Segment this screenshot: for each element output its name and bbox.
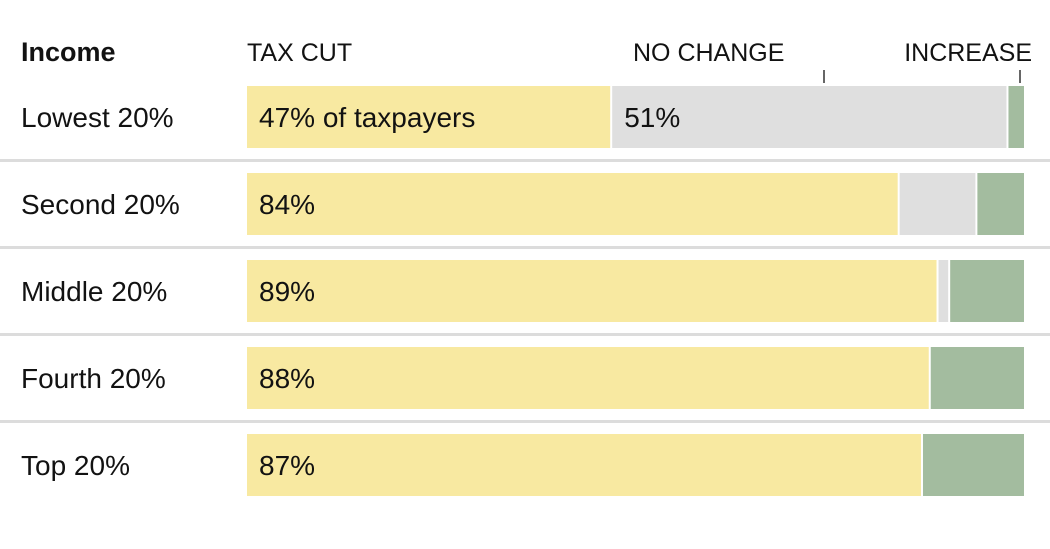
bar-segment-increase-second-20 [977, 173, 1024, 235]
bar-segment-tax-cut-top-20 [247, 434, 921, 496]
bar-segment-increase-top-20 [922, 434, 1024, 496]
row-label-middle-20: Middle 20% [21, 276, 167, 307]
bar-segment-increase-lowest-20 [1008, 86, 1024, 148]
row-label-fourth-20: Fourth 20% [21, 363, 166, 394]
bar-segment-no-change-lowest-20 [612, 86, 1007, 148]
bar-segment-tax-cut-second-20 [247, 173, 898, 235]
legend-label-no-change: NO CHANGE [633, 39, 784, 67]
data-label-tax-cut-fourth-20: 88% [259, 363, 315, 394]
bar-segment-no-change-second-20 [899, 173, 976, 235]
row-label-second-20: Second 20% [21, 189, 180, 220]
legend-label-increase: INCREASE [904, 39, 1032, 67]
plot-area: Lowest 20% Second 20% Middle 20% Fourth 20%… [0, 70, 1050, 496]
data-label-tax-cut-top-20: 87% [259, 450, 315, 481]
bar-segment-no-change-middle-20 [938, 260, 949, 322]
bar-segment-increase-fourth-20 [930, 347, 1024, 409]
row-label-top-20: Top 20% [21, 450, 130, 481]
bar-segment-tax-cut-middle-20 [247, 260, 937, 322]
data-label-no-change-lowest-20: 51% [624, 102, 680, 133]
data-label-tax-cut-second-20: 84% [259, 189, 315, 220]
income-column-header: Income [21, 37, 116, 67]
chart-header: Income TAX CUT NO CHANGE INCREASE [21, 37, 1032, 67]
bar-segment-tax-cut-lowest-20 [247, 86, 611, 148]
row-label-lowest-20: Lowest 20% [21, 102, 174, 133]
data-label-tax-cut-middle-20: 89% [259, 276, 315, 307]
data-label-tax-cut-lowest-20: 47% of taxpayers [259, 102, 475, 133]
bar-segment-tax-cut-fourth-20 [247, 347, 929, 409]
bar-segment-increase-middle-20 [950, 260, 1024, 322]
legend-label-tax-cut: TAX CUT [247, 39, 352, 67]
